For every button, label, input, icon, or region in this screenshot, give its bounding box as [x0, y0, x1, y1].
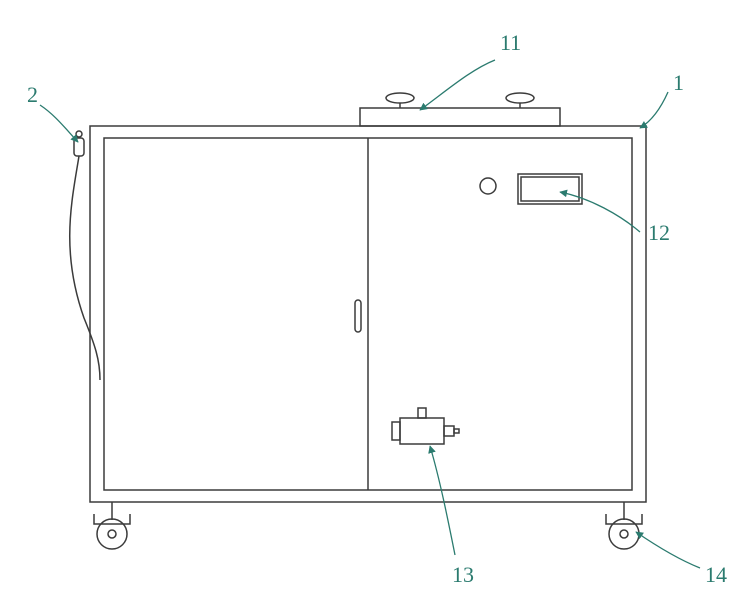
leader-l11 [420, 60, 495, 110]
leader-l2 [40, 105, 78, 142]
leader-l1 [640, 92, 668, 128]
leader-l12 [560, 192, 640, 232]
indicator-button [480, 178, 496, 194]
label-l11: 11 [500, 30, 521, 55]
display-panel-inner [521, 177, 579, 201]
valve-top-stub [418, 408, 426, 418]
hose [70, 156, 100, 380]
label-l12: 12 [648, 220, 670, 245]
valve-left-cap [392, 422, 400, 440]
valve-right-stub [444, 426, 454, 436]
valve-body [400, 418, 444, 444]
display-panel-outer [518, 174, 582, 204]
spray-nozzle [74, 138, 84, 156]
label-l1: 1 [673, 70, 684, 95]
lid-handle-right [506, 93, 534, 103]
leader-l14 [636, 532, 700, 568]
label-l13: 13 [452, 562, 474, 587]
valve-right-tip [454, 429, 459, 433]
lid [360, 108, 560, 126]
caster-hub-right [620, 530, 628, 538]
leader-l13 [430, 446, 455, 555]
label-l14: 14 [705, 562, 727, 587]
label-l2: 2 [27, 82, 38, 107]
spray-nozzle-tip [76, 131, 82, 137]
door-handle [355, 300, 361, 332]
technical-drawing: 1112121314 [0, 0, 745, 598]
lid-handle-left [386, 93, 414, 103]
caster-hub-left [108, 530, 116, 538]
